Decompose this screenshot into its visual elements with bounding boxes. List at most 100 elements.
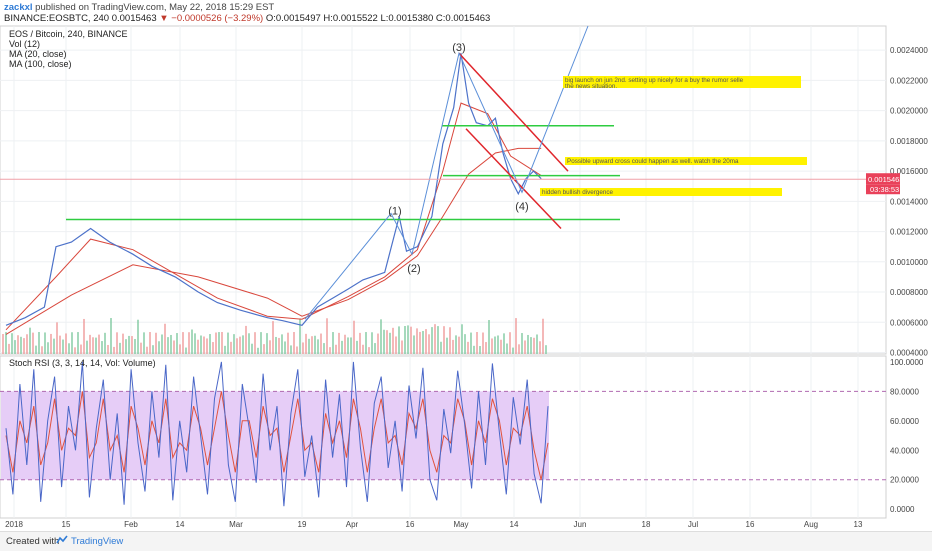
annotation-box <box>563 76 801 88</box>
ohlc-values: O:0.0015497 H:0.0015522 L:0.0015380 C:0.… <box>265 13 491 24</box>
rsi-y-tick-label: 20.0000 <box>890 476 919 485</box>
y-tick-label: 0.0010000 <box>890 258 928 267</box>
volume-bar <box>440 341 442 354</box>
ma20-line <box>5 102 542 331</box>
volume-bar <box>74 347 76 354</box>
volume-bar <box>86 340 88 354</box>
volume-bar <box>383 329 385 354</box>
x-tick-label: 18 <box>642 520 651 529</box>
volume-bar <box>164 323 166 354</box>
volume-bar <box>515 318 517 354</box>
rsi-y-tick-label: 100.0000 <box>890 358 924 367</box>
wave-label: (4) <box>515 201 528 213</box>
volume-bar <box>434 324 436 354</box>
volume-bar <box>11 333 13 354</box>
volume-bar <box>464 334 466 354</box>
volume-bar <box>401 340 403 354</box>
volume-bar <box>197 339 199 354</box>
volume-bar <box>113 346 115 354</box>
y-tick-label: 0.0006000 <box>890 318 928 327</box>
rsi-y-tick-label: 0.0000 <box>890 505 915 514</box>
y-tick-label: 0.0018000 <box>890 137 928 146</box>
volume-bar <box>296 346 298 354</box>
volume-bar <box>461 324 463 354</box>
volume-bar <box>107 344 109 354</box>
volume-bar <box>416 328 418 354</box>
volume-bar <box>512 347 514 354</box>
publish-line: zackxl published on TradingView.com, May… <box>4 2 274 13</box>
volume-bar <box>194 333 196 354</box>
volume-bar <box>527 334 529 354</box>
channel-lower-line <box>465 128 562 230</box>
volume-bar <box>167 337 169 354</box>
volume-bar <box>248 333 250 354</box>
y-tick-label: 0.0020000 <box>890 107 928 116</box>
volume-bar <box>215 332 217 354</box>
volume-bar <box>287 332 289 354</box>
countdown-badge <box>866 184 900 195</box>
volume-bar <box>155 332 157 354</box>
volume-bar <box>476 332 478 354</box>
volume-bar <box>332 332 334 354</box>
x-tick-label: 14 <box>176 520 185 529</box>
volume-bar <box>545 345 547 354</box>
volume-bar <box>275 336 277 354</box>
x-tick-label: Feb <box>124 520 138 529</box>
volume-bar <box>56 322 58 354</box>
volume-bar <box>206 338 208 354</box>
volume-bar <box>95 337 97 354</box>
legend-title: EOS / Bitcoin, 240, BINANCE <box>9 29 128 39</box>
volume-bar <box>32 332 34 354</box>
volume-bar <box>83 318 85 354</box>
volume-bar <box>242 335 244 354</box>
volume-bar <box>356 340 358 354</box>
volume-bar <box>23 338 25 354</box>
y-tick-label: 0.0024000 <box>890 46 928 55</box>
volume-bar <box>104 332 106 354</box>
volume-bar <box>131 336 133 354</box>
volume-bar <box>152 345 154 354</box>
volume-bar <box>245 325 247 354</box>
volume-bar <box>386 330 388 354</box>
volume-bar <box>359 332 361 354</box>
volume-bar <box>5 332 7 354</box>
volume-bar <box>491 338 493 354</box>
volume-bar <box>98 334 100 354</box>
volume-bar <box>80 344 82 354</box>
countdown-label: 03:38:53 <box>870 185 899 194</box>
volume-bar <box>518 344 520 354</box>
volume-bar <box>53 338 55 354</box>
volume-bar <box>473 345 475 354</box>
volume-bar <box>377 333 379 354</box>
symbol-info: BINANCE:EOSBTC, 240 0.0015463 <box>4 13 157 24</box>
volume-bar <box>134 338 136 354</box>
volume-bar <box>326 318 328 354</box>
volume-bar <box>122 333 124 354</box>
volume-bar <box>455 335 457 354</box>
volume-bar <box>410 326 412 354</box>
volume-bar <box>185 347 187 354</box>
y-tick-label: 0.0012000 <box>890 228 928 237</box>
volume-bar <box>536 334 538 354</box>
x-tick-label: Apr <box>346 520 359 529</box>
volume-bar <box>308 338 310 354</box>
volume-bar <box>92 337 94 354</box>
y-tick-label: 0.0014000 <box>890 197 928 206</box>
volume-bar <box>116 332 118 354</box>
volume-bar <box>59 335 61 354</box>
tradingview-brand-link[interactable]: TradingView <box>71 536 124 547</box>
legend-ma20: MA (20, close) <box>9 49 67 59</box>
author-link[interactable]: zackxl <box>4 2 33 13</box>
volume-bar <box>452 339 454 354</box>
volume-bar <box>257 347 259 354</box>
volume-bar <box>404 326 406 354</box>
annotation-box <box>540 188 782 196</box>
volume-bar <box>266 333 268 354</box>
volume-bar <box>251 343 253 354</box>
volume-bar <box>413 335 415 354</box>
annotation-text: Possible upward cross could happen as we… <box>567 158 739 165</box>
volume-bar <box>293 332 295 354</box>
tradingview-cloud-icon <box>56 535 68 544</box>
stoch-d-line <box>5 391 549 480</box>
